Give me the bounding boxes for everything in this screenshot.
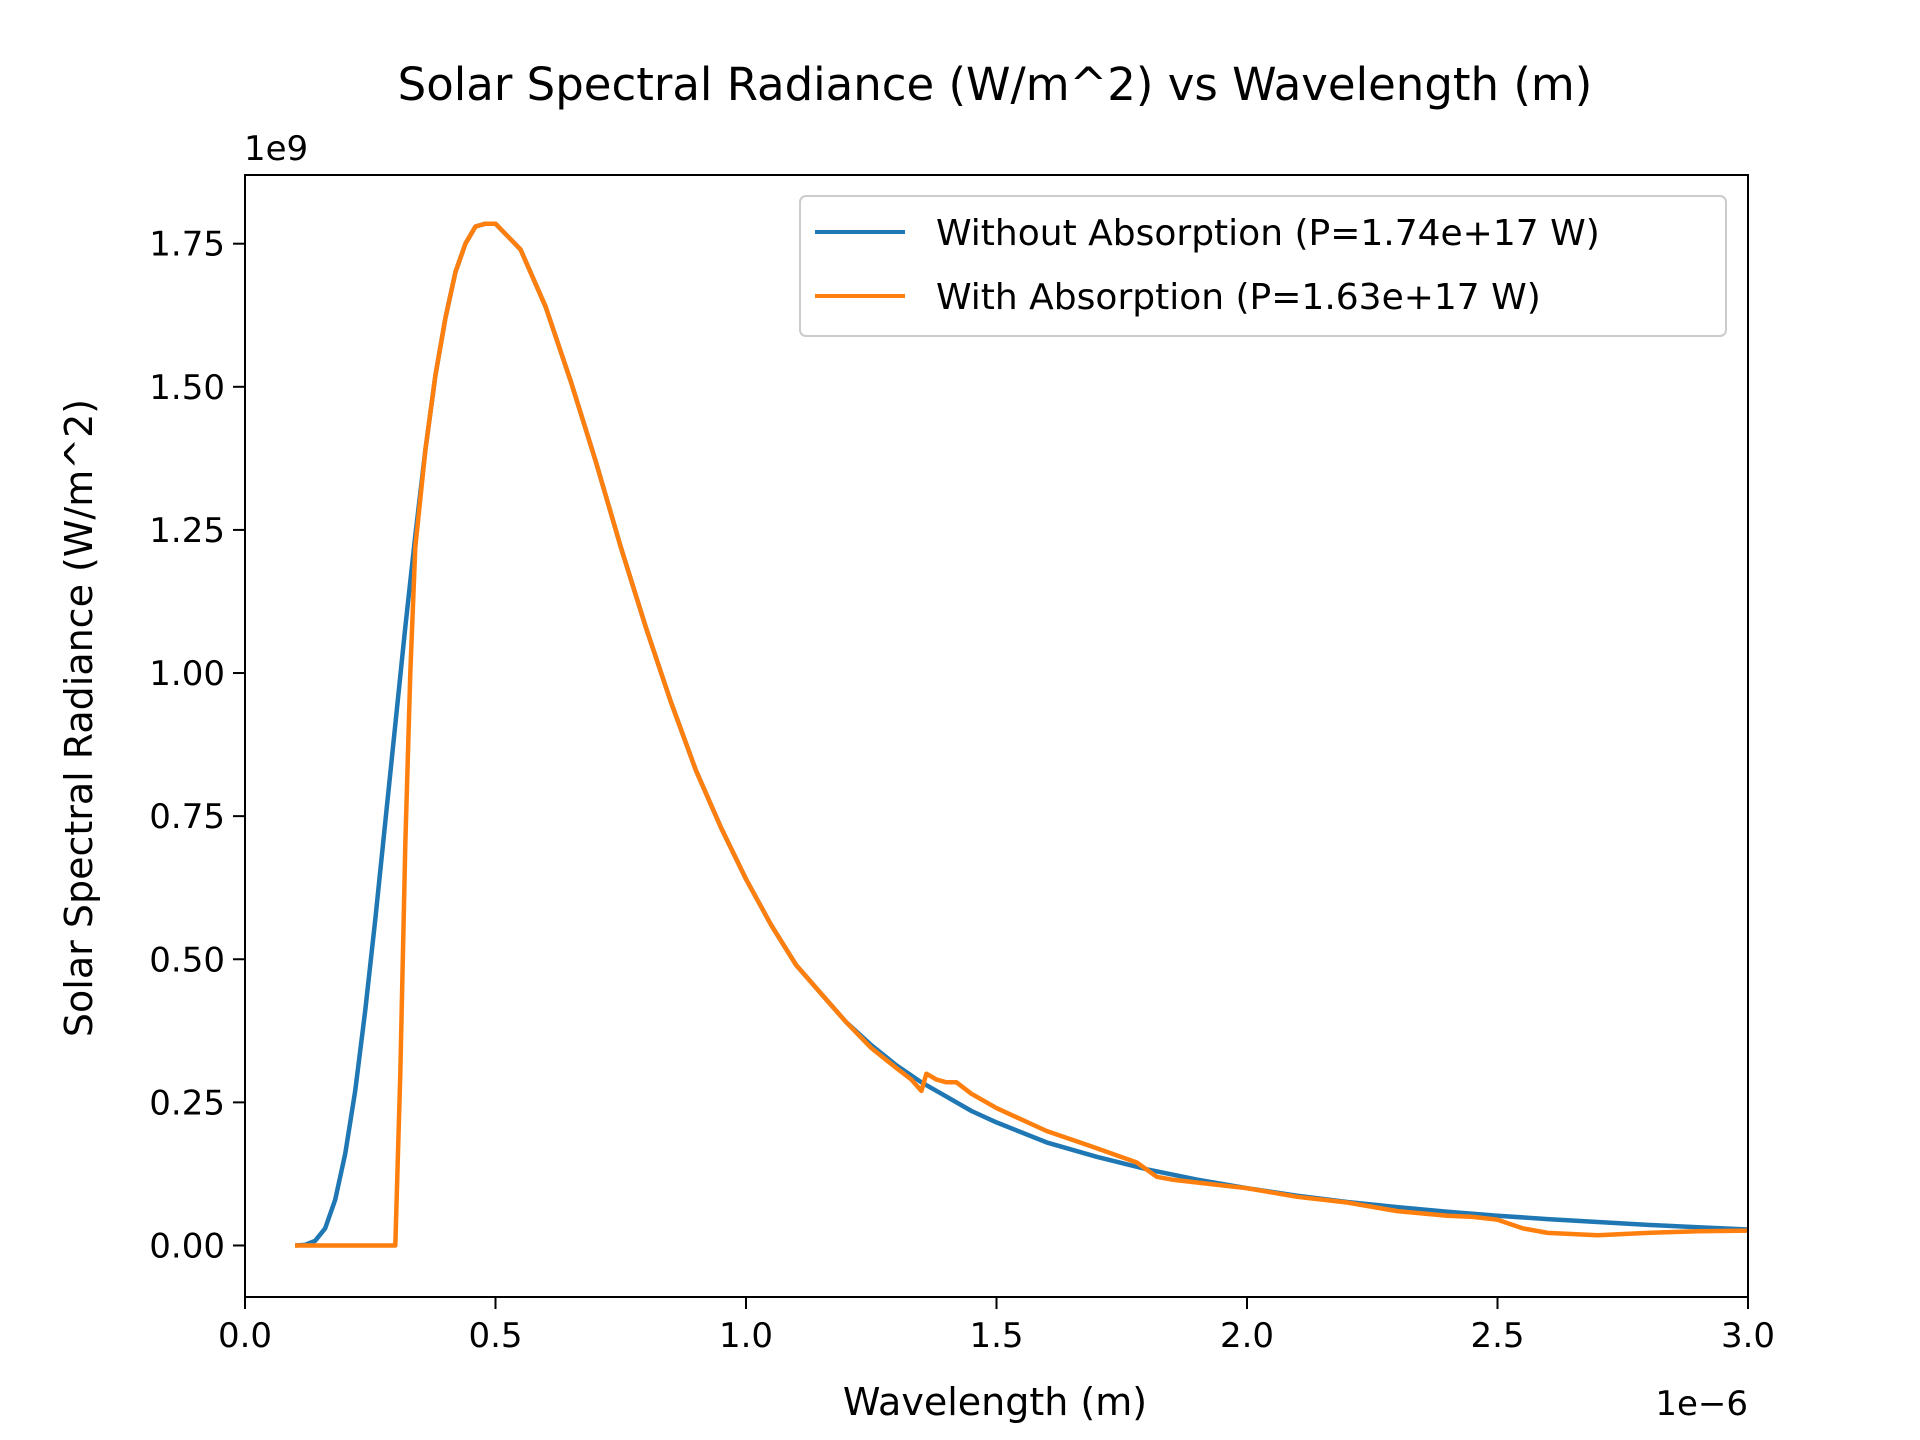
y-tick-label: 0.25 [149, 1083, 225, 1123]
legend-label-with-absorption: With Absorption (P=1.63e+17 W) [936, 277, 1541, 318]
y-offset-text: 1e9 [244, 129, 308, 169]
x-tick-label: 0.0 [218, 1316, 272, 1356]
y-axis-label: Solar Spectral Radiance (W/m^2) [57, 399, 101, 1037]
legend-label-without-absorption: Without Absorption (P=1.74e+17 W) [936, 213, 1600, 254]
y-tick-label: 1.00 [149, 654, 225, 694]
axes [244, 174, 1749, 1298]
x-tick-label: 3.0 [1721, 1316, 1775, 1356]
x-tick-label: 1.5 [969, 1316, 1023, 1356]
series-line-with-absorption [295, 221, 1749, 1248]
plot-area [294, 221, 1749, 1248]
y-tick-label: 1.50 [149, 368, 225, 408]
x-axis-label: Wavelength (m) [843, 1380, 1147, 1424]
y-tick-label: 0.00 [149, 1226, 225, 1266]
chart-title: Solar Spectral Radiance (W/m^2) vs Wavel… [398, 58, 1593, 111]
series-line-without-absorption [294, 221, 1749, 1248]
y-tick-label: 1.75 [149, 225, 225, 265]
x-offset-text: 1e−6 [1655, 1384, 1748, 1424]
legend-frame [799, 195, 1727, 337]
x-tick-label: 2.0 [1220, 1316, 1274, 1356]
x-tick-label: 1.0 [719, 1316, 773, 1356]
x-tick-label: 0.5 [468, 1316, 522, 1356]
axes-frame [244, 174, 1749, 1298]
ticks: 0.0 0.5 1.0 1.5 2.0 2.5 3.0 0.00 0.25 0.50 0.75 1.0… [149, 225, 1775, 1356]
legend: Without Absorption (P=1.74e+17 W) With A… [799, 195, 1727, 337]
y-tick-label: 1.25 [149, 511, 225, 551]
y-tick-label: 0.50 [149, 940, 225, 980]
x-tick-label: 2.5 [1470, 1316, 1524, 1356]
y-tick-label: 0.75 [149, 797, 225, 837]
